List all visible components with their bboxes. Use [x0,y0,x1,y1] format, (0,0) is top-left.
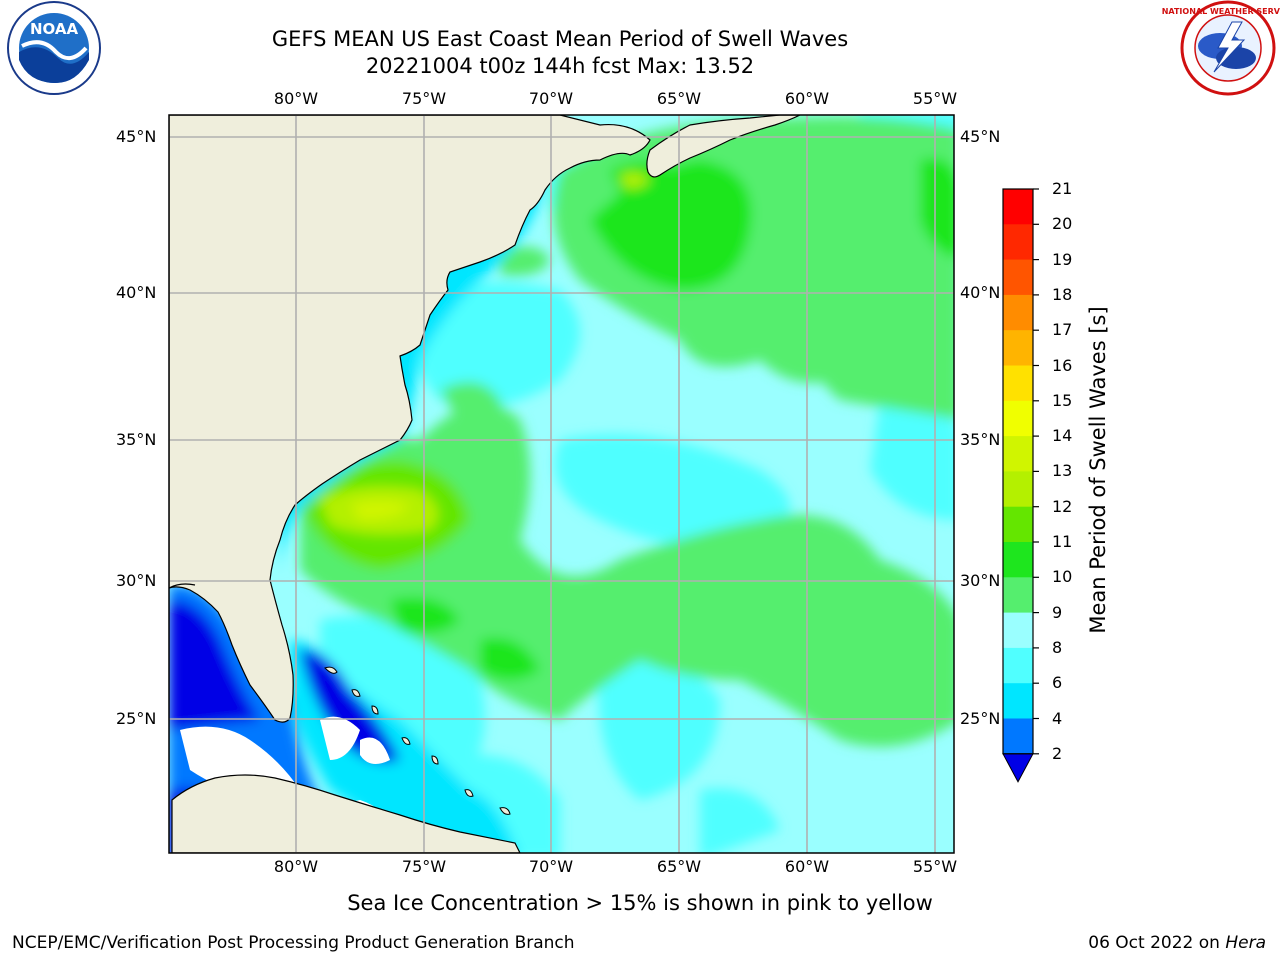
colorbar-under-triangle [1002,753,1034,783]
lon-label-top: 80°W [273,89,319,108]
colorbar-band [1003,224,1033,261]
colorbar-band [1003,365,1033,402]
chart-subtitle: 20221004 t00z 144h fcst Max: 13.52 [365,54,755,78]
chart-title: GEFS MEAN US East Coast Mean Period of S… [271,27,849,51]
map-area [169,115,954,853]
colorbar-tick-label: 17 [1052,320,1073,340]
land-cuba [171,774,521,853]
lat-label-right: 30°N [960,571,1001,590]
colorbar-tick-label: 13 [1052,461,1073,481]
lat-label-left: 25°N [116,709,157,728]
lat-label-right: 35°N [960,430,1001,449]
lon-label-top: 65°W [656,89,702,108]
colorbar-tick-label: 10 [1052,567,1073,587]
colorbar-band [1003,400,1033,437]
colorbar-band [1003,577,1033,614]
colorbar-tick-label: 12 [1052,496,1073,516]
colorbar-band [1003,683,1033,719]
lon-label-bottom: 55°W [912,857,958,876]
lat-label-right: 45°N [960,127,1001,146]
colorbar-band [1003,471,1033,508]
lat-label-left: 30°N [116,571,157,590]
lon-label-top: 55°W [912,89,958,108]
lon-label-bottom: 65°W [656,857,702,876]
colorbar-band [1003,259,1033,296]
map-gridlines [169,115,954,853]
colorbar-band [1003,612,1033,649]
colorbar [1002,188,1039,783]
lon-label-top: 70°W [528,89,574,108]
footer-host: Hera [1225,933,1266,953]
footer-date-text: 06 Oct 2022 on [1088,933,1226,953]
lat-label-right: 40°N [960,283,1001,302]
lon-label-top: 60°W [784,89,830,108]
land-north-america [169,115,651,723]
colorbar-tick-label: 9 [1052,602,1063,622]
colorbar-band [1003,718,1033,755]
lat-label-right: 25°N [960,709,1001,728]
colorbar-band [1003,542,1033,578]
colorbar-tick-label: 20 [1052,214,1073,234]
lon-label-bottom: 60°W [784,857,830,876]
lon-label-bottom: 80°W [273,857,319,876]
colorbar-band [1003,330,1033,366]
nws-logo-ring-text: NATIONAL WEATHER SERVICE [1162,7,1280,16]
lon-label-bottom: 70°W [528,857,574,876]
lat-label-left: 45°N [116,127,157,146]
footer-date: 06 Oct 2022 on Hera [1088,933,1266,953]
colorbar-band [1003,189,1033,225]
lon-label-top: 75°W [401,89,447,108]
colorbar-tick-label: 2 [1052,743,1063,763]
colorbar-tick-label: 15 [1052,390,1073,410]
map-frame [168,114,955,854]
colorbar-label: Mean Period of Swell Waves [s] [1086,306,1110,634]
colorbar-tick-label: 8 [1052,637,1063,657]
colorbar-tick-label: 16 [1052,355,1073,375]
lon-label-bottom: 75°W [401,857,447,876]
colorbar-tick-label: 11 [1052,532,1073,551]
nws-logo: NATIONAL WEATHER SERVICE [1162,0,1280,96]
colorbar-band [1003,506,1033,543]
colorbar-tick-label: 21 [1052,179,1073,198]
colorbar-band [1003,647,1033,684]
footer-credit: NCEP/EMC/Verification Post Processing Pr… [12,933,575,953]
noaa-logo: NOAA [7,1,101,95]
sea-ice-note: Sea Ice Concentration > 15% is shown in … [347,891,933,915]
colorbar-band [1003,294,1033,331]
noaa-logo-text: NOAA [30,20,79,38]
colorbar-tick-label: 4 [1052,708,1063,728]
colorbar-tick-label: 6 [1052,673,1063,693]
colorbar-tick-label: 14 [1052,426,1073,446]
lat-label-left: 35°N [116,430,157,449]
land-nova-scotia [646,115,801,178]
colorbar-band [1003,436,1033,472]
lat-label-left: 40°N [116,283,157,302]
colorbar-tick-label: 19 [1052,249,1073,269]
colorbar-tick-label: 18 [1052,284,1073,304]
